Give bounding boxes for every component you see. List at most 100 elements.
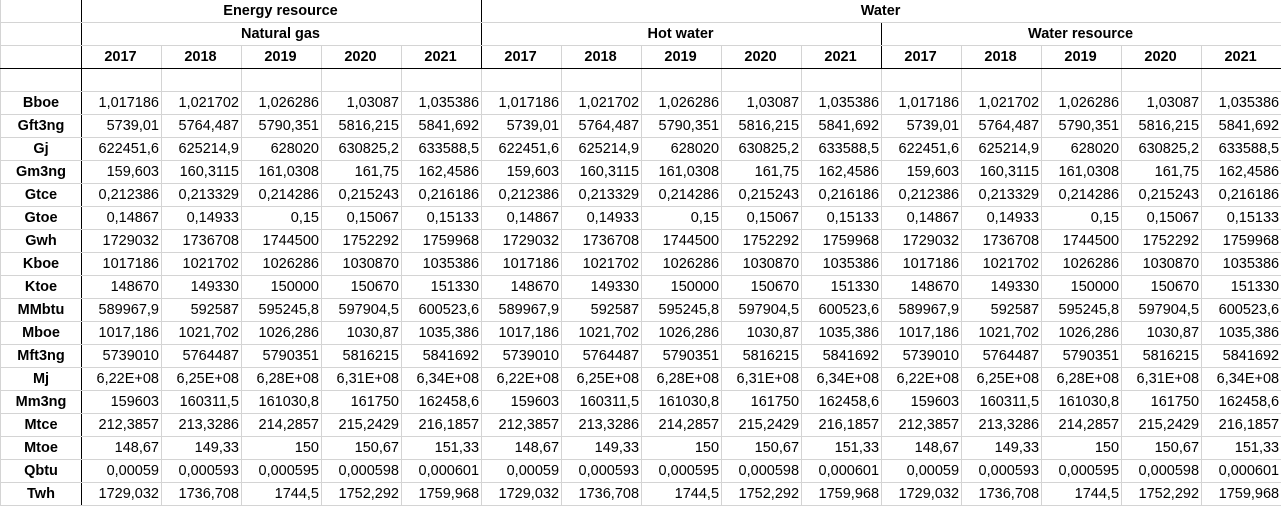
row-unit-label[interactable]: Mj: [0, 367, 82, 391]
value-cell[interactable]: 0,000598: [1121, 459, 1203, 483]
row-unit-label[interactable]: Mm3ng: [0, 390, 82, 414]
value-cell[interactable]: 151,33: [1201, 436, 1281, 460]
value-cell[interactable]: 6,28E+08: [1041, 367, 1123, 391]
value-cell[interactable]: 212,3857: [481, 413, 563, 437]
value-cell[interactable]: 6,25E+08: [561, 367, 643, 391]
value-cell[interactable]: 1021702: [561, 252, 643, 276]
value-cell[interactable]: 1729,032: [81, 482, 162, 506]
value-cell[interactable]: 0,213329: [561, 183, 643, 207]
value-cell[interactable]: 5790,351: [1041, 114, 1123, 138]
value-cell[interactable]: 6,22E+08: [81, 367, 162, 391]
value-cell[interactable]: 0,15067: [1121, 206, 1203, 230]
row-unit-label[interactable]: MMbtu: [0, 298, 82, 322]
value-cell[interactable]: 595245,8: [1041, 298, 1123, 322]
value-cell[interactable]: 1736708: [161, 229, 242, 253]
value-cell[interactable]: 1021702: [161, 252, 242, 276]
value-cell[interactable]: 0,214286: [1041, 183, 1123, 207]
value-cell[interactable]: 0,14867: [881, 206, 963, 230]
value-cell[interactable]: 1,017186: [481, 91, 563, 115]
value-cell[interactable]: 0,215243: [721, 183, 803, 207]
value-cell[interactable]: 151,33: [400, 436, 483, 460]
value-cell[interactable]: 0,216186: [801, 183, 883, 207]
value-cell[interactable]: 5816215: [321, 344, 402, 368]
value-cell[interactable]: 1744,5: [1041, 482, 1123, 506]
value-cell[interactable]: 1,035386: [400, 91, 483, 115]
value-cell[interactable]: 0,216186: [1201, 183, 1281, 207]
value-cell[interactable]: 1744500: [1041, 229, 1123, 253]
value-cell[interactable]: 213,3286: [161, 413, 242, 437]
value-cell[interactable]: 150,67: [1121, 436, 1203, 460]
value-cell[interactable]: 148670: [881, 275, 963, 299]
value-cell[interactable]: 0,215243: [1121, 183, 1203, 207]
value-cell[interactable]: 625214,9: [561, 137, 643, 161]
value-cell[interactable]: 151330: [1201, 275, 1281, 299]
value-cell[interactable]: 1030870: [1121, 252, 1203, 276]
value-cell[interactable]: 0,15: [641, 206, 723, 230]
value-cell[interactable]: 1035386: [1201, 252, 1281, 276]
row-unit-label[interactable]: Gft3ng: [0, 114, 82, 138]
value-cell[interactable]: 1736,708: [561, 482, 643, 506]
value-cell[interactable]: 5841,692: [1201, 114, 1281, 138]
value-cell[interactable]: 1736,708: [961, 482, 1043, 506]
value-cell[interactable]: 1752,292: [721, 482, 803, 506]
value-cell[interactable]: 0,212386: [81, 183, 162, 207]
year-header[interactable]: 2020: [721, 45, 803, 69]
value-cell[interactable]: 1030,87: [721, 321, 803, 345]
value-cell[interactable]: 6,31E+08: [721, 367, 803, 391]
value-cell[interactable]: 215,2429: [1121, 413, 1203, 437]
value-cell[interactable]: 148670: [481, 275, 563, 299]
value-cell[interactable]: 1,035386: [801, 91, 883, 115]
value-cell[interactable]: 150,67: [321, 436, 402, 460]
empty-cell[interactable]: [801, 68, 883, 92]
value-cell[interactable]: 149330: [561, 275, 643, 299]
value-cell[interactable]: 161750: [321, 390, 402, 414]
value-cell[interactable]: 1035,386: [801, 321, 883, 345]
value-cell[interactable]: 5841,692: [801, 114, 883, 138]
value-cell[interactable]: 216,1857: [1201, 413, 1281, 437]
value-cell[interactable]: 159603: [481, 390, 563, 414]
value-cell[interactable]: 0,14867: [81, 206, 162, 230]
value-cell[interactable]: 6,22E+08: [481, 367, 563, 391]
value-cell[interactable]: 0,000595: [241, 459, 322, 483]
value-cell[interactable]: 600523,6: [1201, 298, 1281, 322]
value-cell[interactable]: 5739,01: [481, 114, 563, 138]
corner-cell[interactable]: [0, 68, 82, 92]
value-cell[interactable]: 159,603: [481, 160, 563, 184]
value-cell[interactable]: 592587: [561, 298, 643, 322]
value-cell[interactable]: 1021,702: [161, 321, 242, 345]
value-cell[interactable]: 213,3286: [561, 413, 643, 437]
value-cell[interactable]: 150: [241, 436, 322, 460]
value-cell[interactable]: 162458,6: [1201, 390, 1281, 414]
value-cell[interactable]: 162458,6: [801, 390, 883, 414]
value-cell[interactable]: 1026286: [641, 252, 723, 276]
value-cell[interactable]: 161030,8: [1041, 390, 1123, 414]
value-cell[interactable]: 5841,692: [400, 114, 483, 138]
value-cell[interactable]: 6,34E+08: [1201, 367, 1281, 391]
value-cell[interactable]: 0,000595: [1041, 459, 1123, 483]
value-cell[interactable]: 0,215243: [321, 183, 402, 207]
corner-cell[interactable]: [0, 0, 82, 23]
group-header-water[interactable]: Water: [481, 0, 1281, 23]
value-cell[interactable]: 161,75: [321, 160, 402, 184]
value-cell[interactable]: 5764,487: [961, 114, 1043, 138]
value-cell[interactable]: 148,67: [81, 436, 162, 460]
value-cell[interactable]: 148,67: [481, 436, 563, 460]
value-cell[interactable]: 160,3115: [561, 160, 643, 184]
value-cell[interactable]: 0,15133: [1201, 206, 1281, 230]
value-cell[interactable]: 1026,286: [641, 321, 723, 345]
value-cell[interactable]: 149330: [161, 275, 242, 299]
value-cell[interactable]: 161030,8: [241, 390, 322, 414]
value-cell[interactable]: 628020: [1041, 137, 1123, 161]
row-unit-label[interactable]: Qbtu: [0, 459, 82, 483]
value-cell[interactable]: 1752292: [321, 229, 402, 253]
value-cell[interactable]: 148,67: [881, 436, 963, 460]
value-cell[interactable]: 6,31E+08: [1121, 367, 1203, 391]
value-cell[interactable]: 1,026286: [1041, 91, 1123, 115]
value-cell[interactable]: 597904,5: [1121, 298, 1203, 322]
value-cell[interactable]: 150: [1041, 436, 1123, 460]
value-cell[interactable]: 1744,5: [641, 482, 723, 506]
value-cell[interactable]: 1030870: [321, 252, 402, 276]
value-cell[interactable]: 161,75: [1121, 160, 1203, 184]
value-cell[interactable]: 5816,215: [321, 114, 402, 138]
empty-cell[interactable]: [241, 68, 322, 92]
